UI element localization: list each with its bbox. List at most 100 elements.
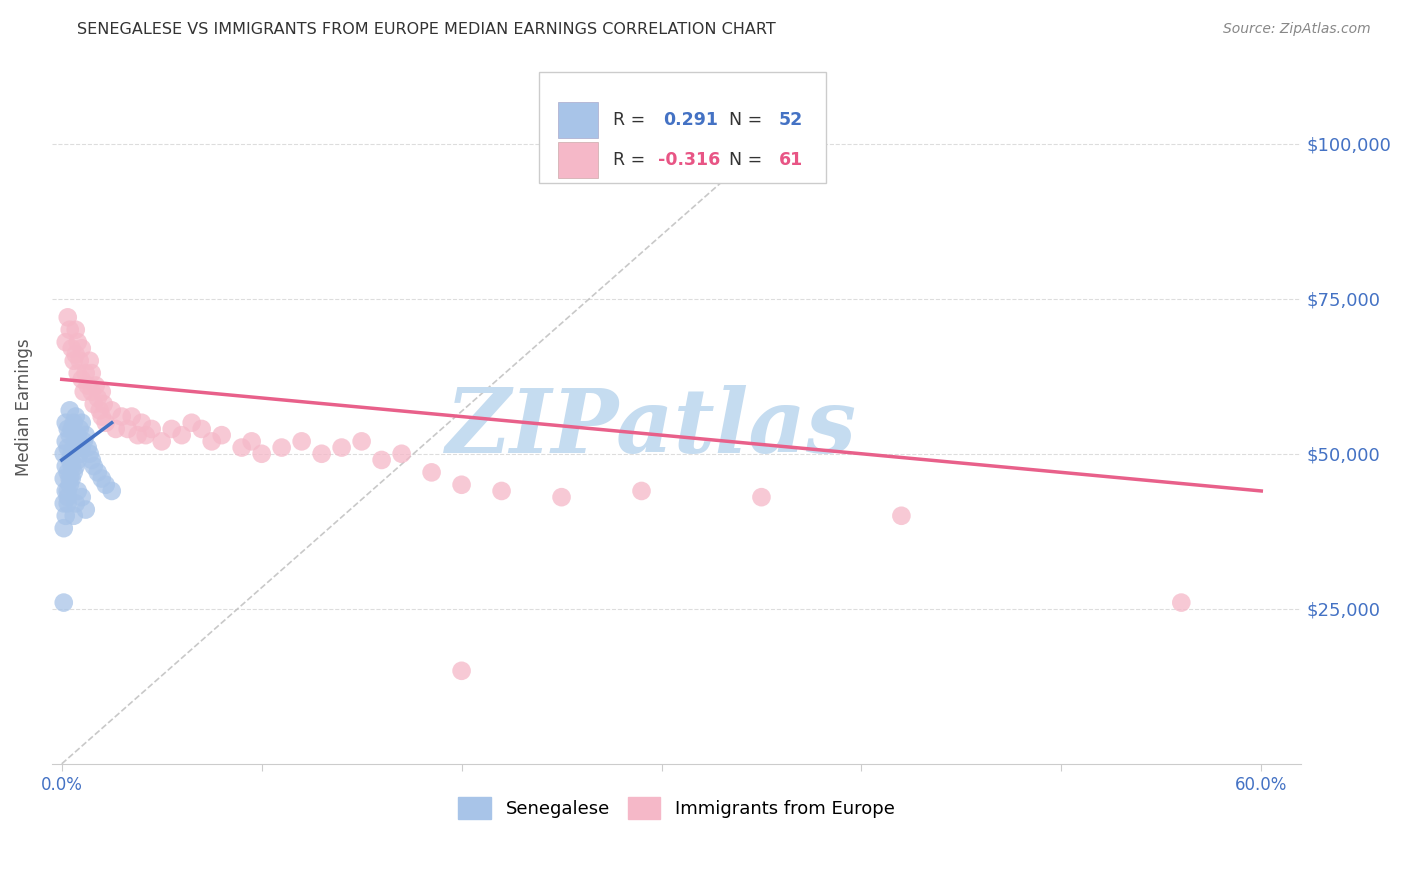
Text: 52: 52 xyxy=(779,111,803,128)
Point xyxy=(75,502,97,516)
Point xyxy=(80,366,103,380)
Point xyxy=(59,428,82,442)
Point xyxy=(80,384,103,399)
Point xyxy=(55,483,77,498)
Point xyxy=(450,664,472,678)
Point xyxy=(79,447,101,461)
Point xyxy=(69,353,91,368)
Point xyxy=(65,409,87,424)
Point xyxy=(83,459,105,474)
Point xyxy=(104,422,127,436)
Text: SENEGALESE VS IMMIGRANTS FROM EUROPE MEDIAN EARNINGS CORRELATION CHART: SENEGALESE VS IMMIGRANTS FROM EUROPE MED… xyxy=(77,22,776,37)
Point xyxy=(59,403,82,417)
Point xyxy=(60,472,83,486)
Point xyxy=(66,366,89,380)
Point xyxy=(52,472,75,486)
Point xyxy=(59,472,82,486)
Point xyxy=(56,422,79,436)
Point xyxy=(160,422,183,436)
Point xyxy=(391,447,413,461)
Point xyxy=(66,453,89,467)
Point xyxy=(79,353,101,368)
Text: 0.291: 0.291 xyxy=(662,111,717,128)
Point xyxy=(330,441,353,455)
Point xyxy=(751,490,773,504)
Point xyxy=(70,490,93,504)
Text: Source: ZipAtlas.com: Source: ZipAtlas.com xyxy=(1223,22,1371,37)
FancyBboxPatch shape xyxy=(558,102,598,137)
Point xyxy=(55,416,77,430)
Point xyxy=(66,483,89,498)
Point xyxy=(84,378,107,392)
Point xyxy=(111,409,134,424)
Point xyxy=(62,353,84,368)
Point xyxy=(55,335,77,350)
Point xyxy=(100,403,122,417)
Point xyxy=(73,434,96,449)
Point xyxy=(90,472,112,486)
Point xyxy=(150,434,173,449)
Point xyxy=(93,397,115,411)
Point xyxy=(550,490,572,504)
Point xyxy=(62,441,84,455)
Point xyxy=(52,447,75,461)
Point xyxy=(370,453,392,467)
Point xyxy=(52,496,75,510)
Point xyxy=(420,466,443,480)
Legend: Senegalese, Immigrants from Europe: Senegalese, Immigrants from Europe xyxy=(451,789,901,826)
Point xyxy=(60,459,83,474)
Point xyxy=(1170,596,1192,610)
Point xyxy=(75,428,97,442)
Point xyxy=(60,342,83,356)
Point xyxy=(55,508,77,523)
Text: 61: 61 xyxy=(779,151,803,169)
Point xyxy=(450,477,472,491)
Point xyxy=(59,323,82,337)
Point xyxy=(69,422,91,436)
Point xyxy=(70,342,93,356)
Point xyxy=(630,483,652,498)
Point xyxy=(66,335,89,350)
Point xyxy=(65,347,87,361)
Point xyxy=(87,466,110,480)
Point xyxy=(240,434,263,449)
Point xyxy=(62,416,84,430)
Point xyxy=(59,477,82,491)
Point xyxy=(70,416,93,430)
Point xyxy=(291,434,314,449)
Point xyxy=(311,447,333,461)
Point xyxy=(231,441,253,455)
Point xyxy=(55,434,77,449)
Point xyxy=(60,447,83,461)
Point xyxy=(55,459,77,474)
Point xyxy=(250,447,273,461)
Point xyxy=(70,372,93,386)
Point xyxy=(56,496,79,510)
Point xyxy=(90,409,112,424)
Text: R =: R = xyxy=(613,151,651,169)
Text: N =: N = xyxy=(728,111,768,128)
Point xyxy=(180,416,202,430)
Point xyxy=(141,422,163,436)
Point xyxy=(117,422,139,436)
Point xyxy=(211,428,233,442)
FancyBboxPatch shape xyxy=(558,142,598,178)
Point xyxy=(56,441,79,455)
Text: ZIPatlas: ZIPatlas xyxy=(446,385,858,472)
Point xyxy=(94,477,117,491)
Point xyxy=(491,483,513,498)
Point xyxy=(66,428,89,442)
Point xyxy=(62,466,84,480)
Point xyxy=(52,596,75,610)
Point xyxy=(56,483,79,498)
Y-axis label: Median Earnings: Median Earnings xyxy=(15,338,32,476)
Point xyxy=(69,447,91,461)
Point xyxy=(73,384,96,399)
Point xyxy=(90,384,112,399)
Point xyxy=(65,459,87,474)
Point xyxy=(75,366,97,380)
Point xyxy=(270,441,292,455)
Point xyxy=(135,428,157,442)
Point xyxy=(131,416,153,430)
Point xyxy=(76,441,98,455)
